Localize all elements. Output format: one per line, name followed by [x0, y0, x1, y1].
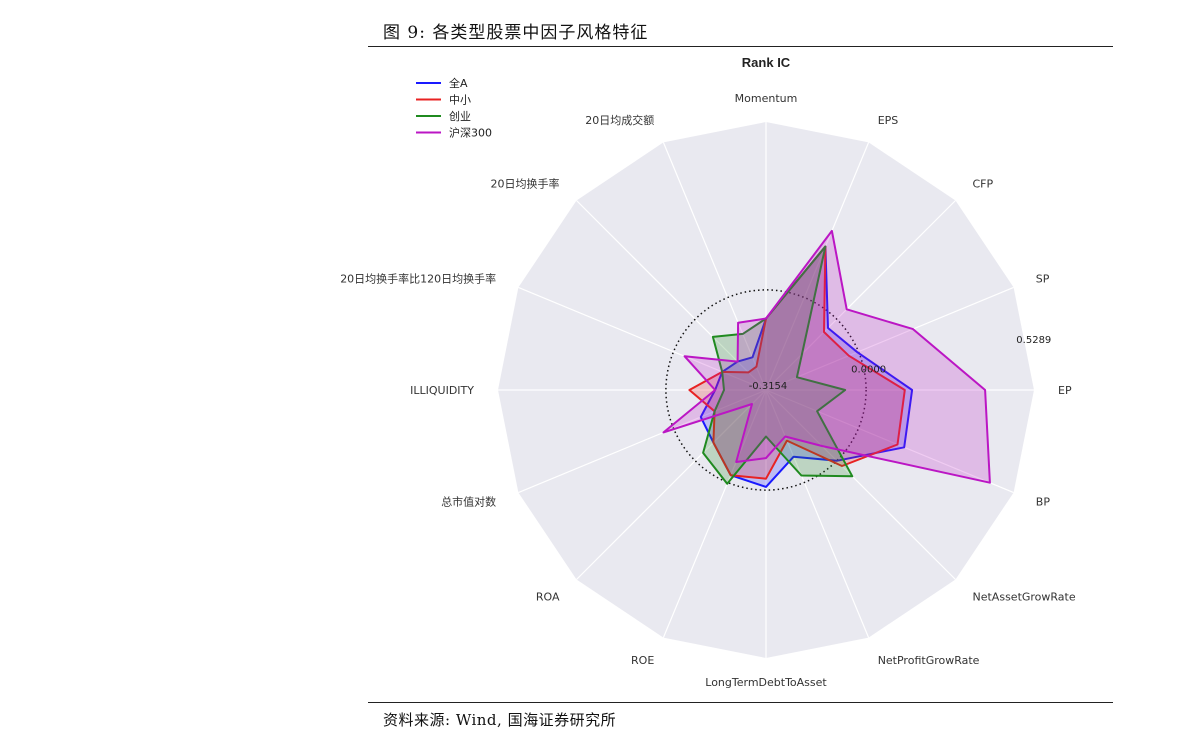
radar-spoke — [576, 200, 767, 391]
radar-spoke — [765, 389, 1014, 494]
chart-title: Rank IC — [742, 55, 791, 70]
radar-spoke — [576, 389, 767, 580]
axis-label: Momentum — [735, 92, 798, 105]
radial-tick-label: 0.0000 — [851, 364, 886, 375]
axis-label: LongTermDebtToAsset — [705, 676, 827, 689]
legend-label: 中小 — [449, 94, 471, 107]
zero-reference-ring — [665, 289, 867, 491]
figure-title: 图 9: 各类型股票中因子风格特征 — [383, 23, 649, 43]
radar-spoke — [765, 286, 1014, 391]
radar-spoke — [765, 389, 870, 638]
bottom-rule — [368, 702, 1113, 703]
radar-series-layer — [662, 229, 991, 488]
legend-label: 沪深300 — [449, 126, 492, 140]
radar-grid — [498, 122, 1034, 658]
axis-label: ROE — [631, 654, 654, 667]
legend-label: 全A — [449, 76, 468, 90]
axis-label: 20日均换手率 — [491, 177, 560, 191]
axis-label: ILLIQUIDITY — [410, 384, 474, 397]
radar-spoke — [518, 389, 767, 494]
axis-label: EP — [1058, 384, 1072, 397]
axis-label: ROA — [536, 591, 560, 604]
radar-spoke — [662, 389, 767, 638]
radial-tick-labels: -0.3154 0.0000 0.5289 — [749, 335, 1052, 392]
axis-label: BP — [1036, 496, 1051, 509]
axis-label: 总市值对数 — [441, 495, 496, 509]
axis-label: EPS — [878, 114, 899, 127]
radial-tick-label: -0.3154 — [749, 381, 788, 392]
legend-label: 创业 — [449, 110, 471, 123]
radar-spoke — [765, 142, 870, 391]
axis-label: 20日均换手率比120日均换手率 — [340, 271, 496, 285]
radial-tick-label: 0.5289 — [1016, 335, 1051, 346]
radar-spoke — [765, 200, 956, 391]
radar-spoke — [765, 389, 956, 580]
axis-label: NetAssetGrowRate — [973, 591, 1076, 604]
axis-label: CFP — [973, 178, 994, 191]
source-note: 资料来源: Wind, 国海证券研究所 — [383, 711, 617, 729]
radar-spoke — [662, 142, 767, 391]
axis-label: 20日均成交额 — [585, 113, 654, 127]
axis-label: NetProfitGrowRate — [878, 654, 980, 667]
top-rule — [368, 46, 1113, 47]
axis-labels: Momentum EPS CFP SP EP BP NetAssetGrowRate NetP… — [340, 92, 1076, 689]
axis-label: SP — [1036, 272, 1050, 285]
